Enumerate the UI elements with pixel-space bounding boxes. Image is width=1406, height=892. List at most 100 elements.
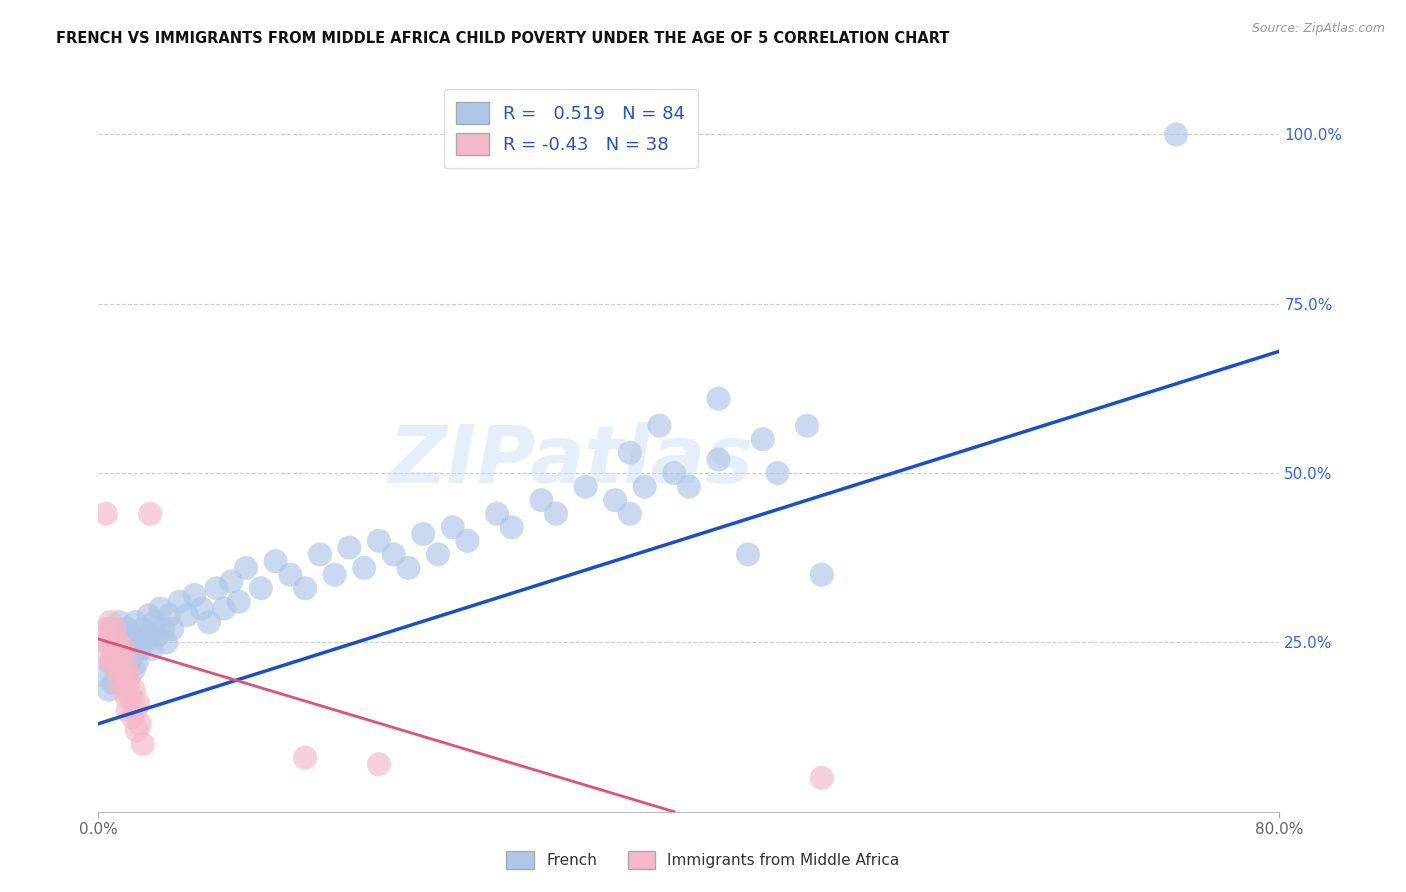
Point xyxy=(149,601,172,615)
Point xyxy=(105,642,128,657)
Point xyxy=(323,567,346,582)
Point xyxy=(110,676,132,690)
Point xyxy=(752,432,775,446)
Point xyxy=(530,493,553,508)
Point xyxy=(368,757,391,772)
Point xyxy=(103,648,125,663)
Point xyxy=(105,642,128,657)
Point xyxy=(138,608,160,623)
Point xyxy=(124,615,146,629)
Point xyxy=(120,629,142,643)
Point xyxy=(221,574,243,589)
Point xyxy=(94,648,117,663)
Point xyxy=(110,656,132,670)
Point xyxy=(264,554,287,568)
Point xyxy=(104,622,127,636)
Point xyxy=(678,480,700,494)
Point xyxy=(353,561,375,575)
Point xyxy=(127,629,149,643)
Point xyxy=(117,703,139,717)
Point xyxy=(412,527,434,541)
Point xyxy=(121,648,143,663)
Point xyxy=(108,656,131,670)
Point xyxy=(146,629,169,643)
Point xyxy=(139,507,162,521)
Point xyxy=(124,703,146,717)
Point xyxy=(112,682,135,697)
Point xyxy=(94,629,117,643)
Point xyxy=(118,669,141,683)
Point xyxy=(108,676,131,690)
Point xyxy=(125,723,148,738)
Point xyxy=(111,635,134,649)
Point xyxy=(117,676,139,690)
Point xyxy=(112,648,135,663)
Point xyxy=(94,669,117,683)
Point xyxy=(110,648,132,663)
Point xyxy=(205,581,228,595)
Point xyxy=(634,480,657,494)
Point xyxy=(619,507,641,521)
Point xyxy=(97,682,120,697)
Point xyxy=(122,682,145,697)
Point xyxy=(122,663,145,677)
Point xyxy=(103,676,125,690)
Point xyxy=(169,595,191,609)
Point xyxy=(1166,128,1188,142)
Point xyxy=(94,507,117,521)
Point xyxy=(280,567,302,582)
Point xyxy=(100,622,122,636)
Point xyxy=(139,629,162,643)
Point xyxy=(707,452,730,467)
Point xyxy=(107,663,129,677)
Point xyxy=(115,690,138,704)
Point xyxy=(198,615,221,629)
Point xyxy=(107,663,129,677)
Point xyxy=(98,656,121,670)
Point xyxy=(108,615,131,629)
Point xyxy=(707,392,730,406)
Point xyxy=(125,656,148,670)
Point xyxy=(457,533,479,548)
Point xyxy=(132,737,155,751)
Point xyxy=(114,669,136,683)
Point xyxy=(128,642,150,657)
Legend: French, Immigrants from Middle Africa: French, Immigrants from Middle Africa xyxy=(501,845,905,875)
Point xyxy=(766,466,789,480)
Point xyxy=(157,608,180,623)
Point xyxy=(120,690,142,704)
Point xyxy=(191,601,214,615)
Point xyxy=(398,561,420,575)
Point xyxy=(486,507,509,521)
Point xyxy=(118,656,141,670)
Text: ZIPatlas: ZIPatlas xyxy=(388,422,754,500)
Point xyxy=(309,547,332,561)
Point xyxy=(143,615,166,629)
Point xyxy=(114,669,136,683)
Point xyxy=(135,635,157,649)
Point xyxy=(115,622,138,636)
Point xyxy=(162,622,183,636)
Point xyxy=(128,716,150,731)
Text: FRENCH VS IMMIGRANTS FROM MIDDLE AFRICA CHILD POVERTY UNDER THE AGE OF 5 CORRELA: FRENCH VS IMMIGRANTS FROM MIDDLE AFRICA … xyxy=(56,31,949,46)
Point xyxy=(546,507,568,521)
Point xyxy=(441,520,464,534)
Point xyxy=(132,622,155,636)
Point xyxy=(235,561,257,575)
Point xyxy=(141,642,163,657)
Point xyxy=(810,567,832,582)
Point xyxy=(115,656,138,670)
Point xyxy=(127,697,149,711)
Point xyxy=(103,629,125,643)
Point xyxy=(294,581,316,595)
Point xyxy=(117,642,139,657)
Point xyxy=(103,648,125,663)
Point xyxy=(104,629,127,643)
Point xyxy=(250,581,273,595)
Point xyxy=(212,601,235,615)
Point xyxy=(121,710,143,724)
Legend: R =   0.519   N = 84, R = -0.43   N = 38: R = 0.519 N = 84, R = -0.43 N = 38 xyxy=(444,89,697,168)
Point xyxy=(96,622,118,636)
Point xyxy=(152,622,174,636)
Point xyxy=(100,642,122,657)
